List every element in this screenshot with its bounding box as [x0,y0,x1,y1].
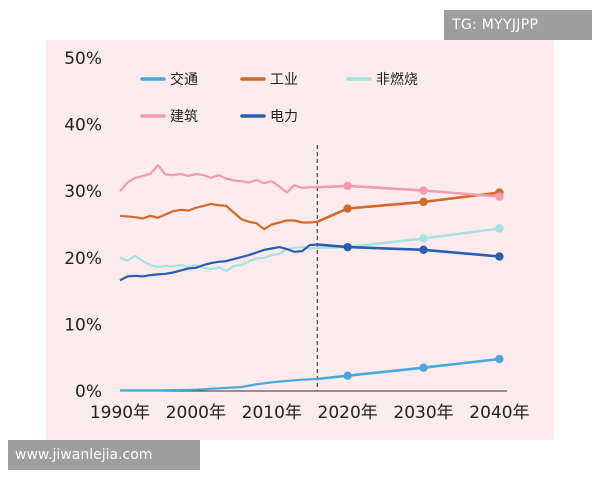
series-line-projection [316,191,500,223]
data-point [495,252,504,261]
watermark-bottom: www.jiwanlejia.com [8,440,200,470]
data-point [495,354,504,364]
x-tick-label: 2010年 [242,403,302,423]
series-line-historical [119,202,318,231]
data-point [495,224,504,233]
series-line-historical [119,243,318,282]
chart-panel: 0% 10% 20% 30% 40% 50% 1990年 2000年 2010年 2020年 203… [46,40,554,440]
y-tick-label: 50% [64,49,102,69]
data-point [419,363,428,372]
series-line-projection [317,243,500,258]
data-point [343,371,352,380]
series-line-projection [317,357,500,381]
data-point [419,234,428,243]
data-point [343,242,352,252]
series-line-historical [119,246,318,273]
series-line-projection [317,184,500,198]
line-chart: 0% 10% 20% 30% 40% 50% 1990年 2000年 2010年 2020年 203… [64,49,529,423]
data-point [495,192,504,201]
watermark-top: TG: MYYJJPP [444,10,592,40]
data-point [343,181,352,191]
legend-label: 建筑 [170,109,198,125]
series-lines [119,164,504,392]
data-point [419,197,428,207]
x-tick-label: 2030年 [393,403,453,423]
y-tick-label: 20% [64,249,102,269]
x-tick-label: 1990年 [90,403,150,423]
x-tick-label: 2020年 [318,403,378,423]
data-point [343,204,352,213]
y-tick-label: 30% [64,182,102,202]
y-tick-label: 40% [64,116,102,136]
legend-label: 非燃烧 [376,71,418,88]
series-line-historical [119,164,318,194]
legend-label: 工业 [270,72,298,88]
y-tick-label: 10% [64,315,102,335]
series-line-historical [120,377,318,392]
legend-label: 交通 [170,71,198,88]
legend-label: 电力 [270,109,298,125]
y-tick-label: 0% [75,382,102,402]
x-tick-label: 2040年 [469,403,529,423]
series-line-projection [317,227,500,250]
data-point [419,186,428,195]
data-point [419,245,428,255]
axes: 0% 10% 20% 30% 40% 50% 1990年 2000年 2010年 2020年 203… [64,49,529,423]
x-tick-label: 2000年 [166,403,226,423]
